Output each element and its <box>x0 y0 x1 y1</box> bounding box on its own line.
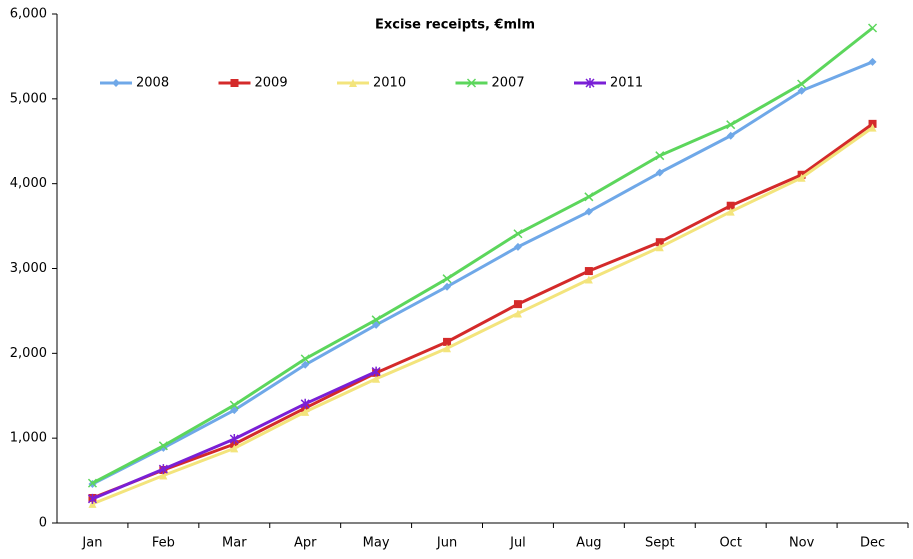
marker <box>655 151 665 161</box>
marker <box>466 78 477 88</box>
marker <box>797 86 806 95</box>
marker <box>443 282 452 291</box>
series-line <box>91 60 874 486</box>
marker <box>726 131 735 140</box>
x-tick-label: Sept <box>645 536 675 551</box>
marker <box>868 57 877 66</box>
y-tick-label: 1,000 <box>10 431 47 446</box>
legend-label: 2009 <box>255 76 288 91</box>
marker <box>797 79 807 89</box>
y-tick-label: 4,000 <box>10 176 47 191</box>
legend-label: 2007 <box>492 76 525 91</box>
marker <box>372 374 381 383</box>
x-tick-label: Apr <box>294 536 317 551</box>
marker <box>513 229 523 239</box>
marker <box>585 78 595 88</box>
marker <box>159 471 168 480</box>
marker <box>655 168 664 177</box>
x-tick-label: Jun <box>436 536 457 551</box>
marker <box>797 173 806 182</box>
y-tick-label: 6,000 <box>10 7 47 22</box>
legend-label: 2011 <box>610 76 643 91</box>
marker <box>87 478 97 488</box>
marker <box>88 499 97 508</box>
marker <box>112 79 120 87</box>
marker <box>301 360 310 369</box>
marker <box>349 79 357 87</box>
marker <box>584 275 593 284</box>
marker <box>230 79 239 87</box>
marker <box>726 120 736 130</box>
marker <box>230 444 239 453</box>
marker <box>300 354 310 364</box>
marker <box>229 434 239 445</box>
marker <box>230 440 239 449</box>
marker <box>726 201 735 210</box>
marker <box>371 366 381 377</box>
x-tick-label: Feb <box>152 536 175 551</box>
marker <box>442 274 452 284</box>
chart-title: Excise receipts, €mlm <box>375 18 535 33</box>
x-tick-label: Mar <box>222 536 247 551</box>
legend-label: 2010 <box>373 76 406 91</box>
series-line <box>91 126 874 506</box>
marker <box>230 406 239 415</box>
marker <box>87 493 97 504</box>
marker <box>655 243 664 252</box>
marker <box>584 207 593 216</box>
marker <box>371 315 381 325</box>
marker <box>868 123 877 132</box>
marker <box>584 192 594 202</box>
series-line <box>91 122 874 500</box>
series-line <box>91 26 874 485</box>
marker <box>229 400 239 410</box>
y-tick-label: 5,000 <box>10 91 47 106</box>
x-tick-label: Nov <box>789 536 815 551</box>
marker <box>584 267 593 276</box>
x-tick-label: Oct <box>719 536 741 551</box>
marker <box>300 398 310 409</box>
marker <box>443 337 452 346</box>
marker <box>513 300 522 309</box>
y-tick-label: 0 <box>39 516 47 531</box>
x-tick-label: May <box>363 536 390 551</box>
legend-label: 2008 <box>136 76 169 91</box>
marker <box>868 23 878 33</box>
marker <box>301 407 310 416</box>
x-tick-label: Aug <box>576 536 601 551</box>
x-tick-label: Jul <box>509 536 526 551</box>
x-tick-label: Dec <box>860 536 885 551</box>
marker <box>513 309 522 318</box>
marker <box>655 238 664 247</box>
marker <box>158 441 168 451</box>
marker <box>443 344 452 353</box>
y-tick-label: 3,000 <box>10 261 47 276</box>
marker <box>372 320 381 329</box>
marker <box>513 242 522 251</box>
marker <box>158 464 168 475</box>
y-tick-label: 2,000 <box>10 346 47 361</box>
marker <box>726 207 735 216</box>
x-tick-label: Jan <box>81 536 102 551</box>
